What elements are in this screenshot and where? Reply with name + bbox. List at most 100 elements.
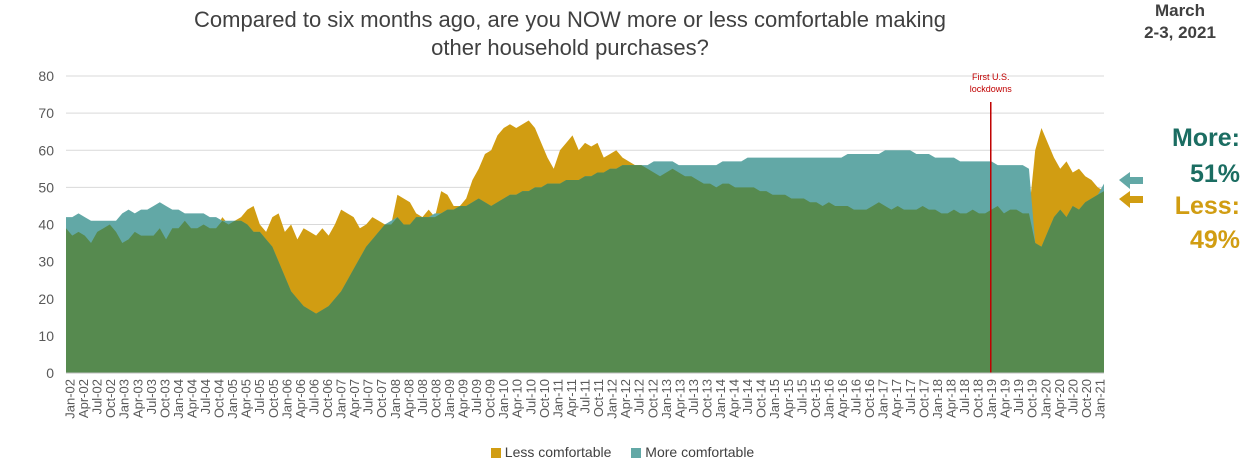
survey-date-days: 2-3, 2021 [1144,23,1216,42]
x-tick-label: Oct-15 [808,379,823,418]
x-tick-label: Oct-20 [1079,379,1094,418]
x-tick-label: Jan-05 [225,379,240,419]
y-tick-label: 40 [38,217,54,233]
x-tick-label: Jan-12 [605,379,620,419]
more-value: 51% [1189,160,1240,188]
x-tick-label: Jul-20 [1065,379,1080,414]
more-arrow-icon [1119,172,1143,189]
lockdown-annotation-line-1: First U.S. [972,72,1010,82]
x-tick-label: Oct-04 [212,379,227,418]
x-tick-label: Jul-10 [523,379,538,414]
x-tick-label: Jan-10 [496,379,511,419]
x-tick-label: Oct-05 [266,379,281,418]
chart-title: Compared to six months ago, are you NOW … [100,6,1040,62]
x-tick-label: Oct-17 [916,379,931,418]
x-tick-label: Jul-02 [90,379,105,414]
lockdown-annotation-line-2: lockdowns [970,84,1013,94]
x-tick-label: Oct-11 [591,379,606,417]
x-tick-label: Jan-02 [63,379,78,419]
legend-label-less: Less comfortable [504,444,612,460]
legend-label-more: More comfortable [645,444,755,460]
x-tick-label: Jul-04 [198,379,213,414]
x-tick-label: Jan-07 [334,379,349,419]
y-tick-label: 60 [38,142,54,158]
x-tick-label: Jan-08 [388,379,403,419]
x-tick-label: Apr-04 [185,379,200,418]
x-tick-label: Oct-02 [103,379,118,418]
less-arrow-icon [1119,191,1143,208]
x-tick-label: Jan-19 [984,379,999,419]
x-tick-label: Jul-17 [903,379,918,414]
x-tick-label: Apr-13 [672,379,687,418]
x-tick-label: Apr-16 [835,379,850,418]
x-tick-label: Jan-03 [117,379,132,419]
x-tick-label: Oct-08 [428,379,443,418]
x-tick-label: Jul-19 [1011,379,1026,414]
survey-date-month: March [1154,1,1206,20]
x-tick-label: Jul-13 [686,379,701,414]
x-tick-label: Jul-18 [957,379,972,414]
y-tick-label: 10 [38,328,54,344]
legend-swatch-more [631,448,642,458]
x-tick-label: Jul-16 [849,379,864,414]
x-tick-label: Jan-15 [767,379,782,419]
survey-date: March 2-3, 2021 [1125,0,1235,44]
x-tick-label: Jul-15 [794,379,809,414]
y-tick-label: 20 [38,291,54,307]
x-tick-label: Jan-21 [1093,379,1108,419]
chart-title-line-2: other household purchases? [431,35,709,60]
legend-item-less: Less comfortable [490,444,612,460]
y-tick-label: 50 [38,179,54,195]
x-tick-label: Oct-16 [862,379,877,418]
x-tick-label: Jan-04 [171,379,186,419]
x-tick-label: Oct-10 [537,379,552,418]
less-label: Less: [1174,192,1240,220]
x-tick-label: Jan-13 [659,379,674,419]
x-tick-label: Apr-08 [401,379,416,418]
x-tick-label: Oct-03 [157,379,172,418]
chart-legend: Less comfortable More comfortable [0,444,1245,460]
x-tick-label: Oct-06 [320,379,335,418]
y-tick-label: 0 [46,365,54,381]
x-tick-label: Apr-09 [456,379,471,418]
legend-item-more: More comfortable [631,444,754,460]
less-value: 49% [1189,226,1240,254]
y-tick-label: 30 [38,254,54,270]
x-tick-label: Oct-07 [374,379,389,418]
x-tick-label: Apr-14 [727,379,742,418]
x-tick-label: Jan-17 [876,379,891,419]
chart-title-line-1: Compared to six months ago, are you NOW … [194,7,946,32]
x-tick-label: Oct-12 [645,379,660,418]
x-tick-label: Apr-19 [998,379,1013,418]
x-tick-label: Apr-11 [564,379,579,417]
x-tick-label: Oct-09 [483,379,498,418]
x-tick-label: Jan-20 [1038,379,1053,419]
x-tick-label: Jan-09 [442,379,457,419]
y-tick-label: 80 [38,68,54,84]
x-tick-label: Apr-07 [347,379,362,418]
x-tick-label: Jan-11 [550,379,565,418]
x-tick-label: Apr-17 [889,379,904,418]
x-tick-label: Jul-05 [252,379,267,414]
x-tick-label: Jan-14 [713,379,728,419]
x-tick-label: Jul-12 [632,379,647,414]
x-tick-label: Jan-16 [821,379,836,419]
x-tick-label: Oct-19 [1025,379,1040,418]
x-tick-label: Apr-02 [76,379,91,418]
x-tick-label: Apr-10 [510,379,525,418]
x-tick-label: Jul-07 [361,379,376,414]
x-tick-label: Jul-11 [578,379,593,413]
x-tick-label: Oct-14 [754,379,769,418]
x-tick-label: Jul-14 [740,379,755,414]
legend-swatch-less [490,448,501,458]
x-tick-label: Jul-06 [306,379,321,414]
x-tick-label: Jul-08 [415,379,430,414]
more-label: More: [1171,124,1240,152]
x-tick-label: Apr-18 [943,379,958,418]
x-tick-label: Apr-20 [1052,379,1067,418]
x-tick-label: Jan-06 [279,379,294,419]
x-tick-label: Jul-09 [469,379,484,414]
x-tick-label: Jan-18 [930,379,945,419]
x-tick-label: Apr-03 [130,379,145,418]
